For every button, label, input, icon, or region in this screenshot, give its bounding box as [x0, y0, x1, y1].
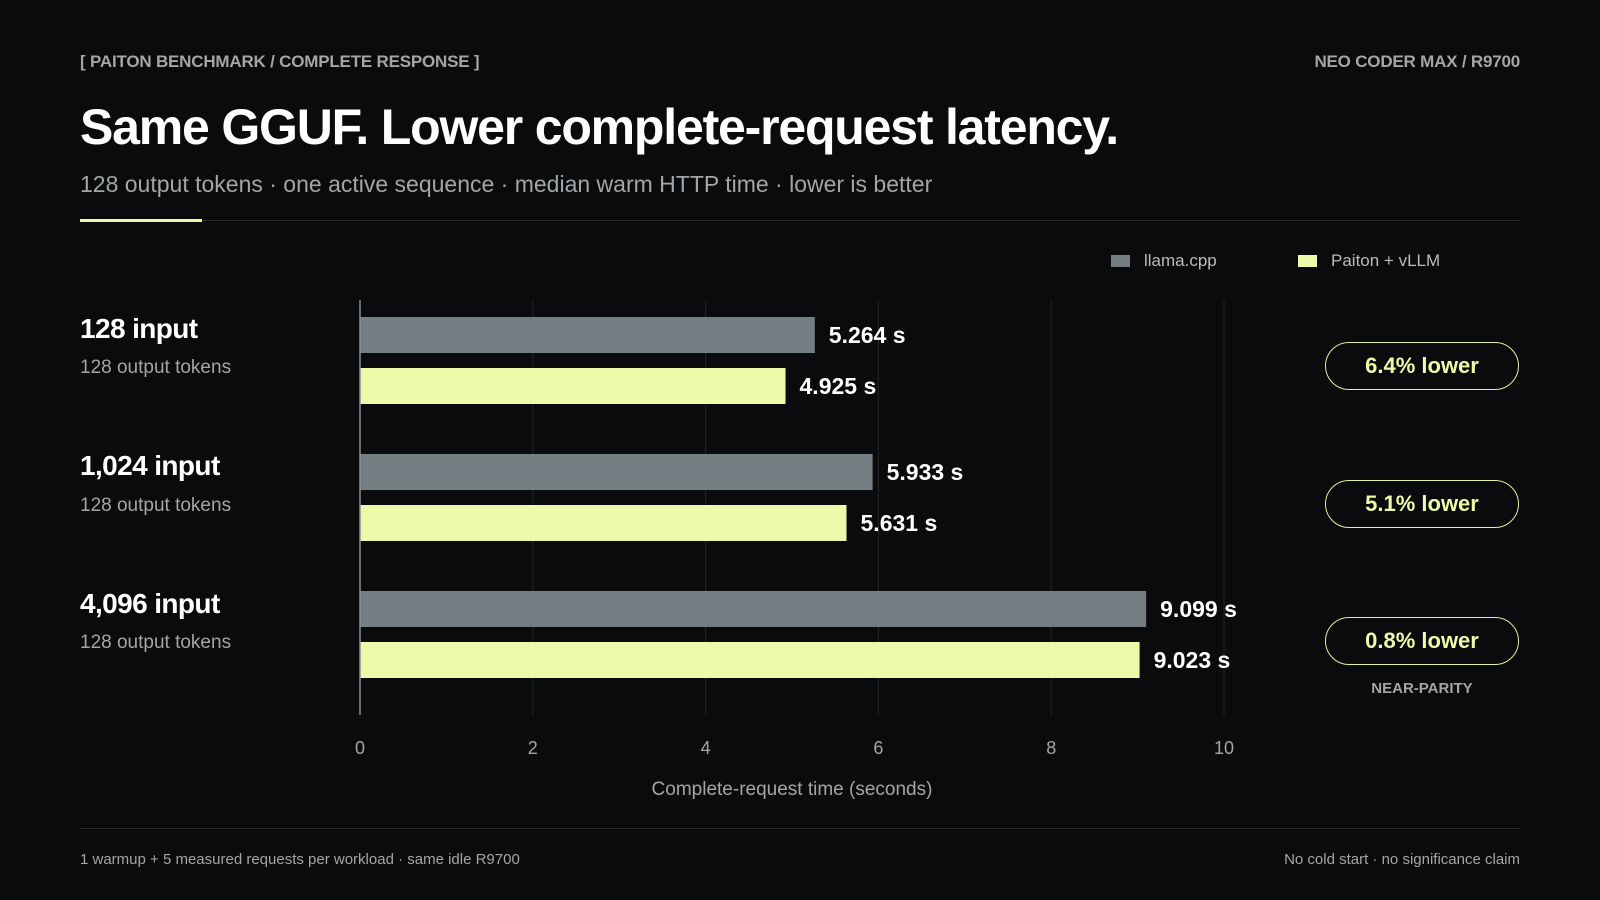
bar-llama-cpp-1: [360, 454, 873, 490]
bar-paiton-vllm-1: [360, 505, 847, 541]
bar-paiton-vllm-0: [360, 368, 786, 404]
footer-note-right: No cold start · no significance claim: [1284, 851, 1520, 868]
group-title-128-input: 128 input: [80, 313, 198, 344]
x-axis-label: Complete-request time (seconds): [652, 779, 933, 800]
near-parity-note: NEAR-PARITY: [1371, 680, 1473, 697]
kicker-left: [ PAITON BENCHMARK / COMPLETE RESPONSE ]: [80, 52, 480, 71]
group-title-4096-input: 4,096 input: [80, 588, 220, 619]
footer-divider: [80, 828, 1520, 829]
footer-note-left: 1 warmup + 5 measured requests per workl…: [80, 851, 520, 868]
legend-label-paiton-vllm: Paiton + vLLM: [1331, 251, 1441, 270]
data-label-paiton-vllm-1: 5.631 s: [861, 510, 938, 536]
x-tick-label-8: 8: [1046, 738, 1056, 758]
legend-swatch-llama-cpp: [1111, 255, 1130, 267]
x-tick-label-0: 0: [355, 738, 365, 758]
data-label-paiton-vllm-0: 4.925 s: [800, 373, 877, 399]
bar-paiton-vllm-2: [360, 642, 1140, 678]
group-title-1024-input: 1,024 input: [80, 450, 220, 481]
legend-item-paiton-vllm: Paiton + vLLM: [1298, 251, 1440, 271]
improvement-badge-4096-input: 0.8% lower: [1325, 617, 1519, 665]
data-label-paiton-vllm-2: 9.023 s: [1154, 647, 1231, 673]
group-subtitle-1024-input: 128 output tokens: [80, 495, 232, 516]
improvement-badge-1024-input: 5.1% lower: [1325, 480, 1519, 528]
header-accent-bar: [80, 219, 202, 222]
x-tick-label-4: 4: [701, 738, 711, 758]
header-divider: [80, 220, 1520, 221]
legend-swatch-paiton-vllm: [1298, 255, 1317, 267]
data-label-llama-cpp-2: 9.099 s: [1160, 596, 1237, 622]
group-subtitle-128-input: 128 output tokens: [80, 357, 232, 378]
page-subtitle: 128 output tokens · one active sequence …: [80, 171, 933, 197]
x-tick-label-6: 6: [873, 738, 883, 758]
page-title: Same GGUF. Lower complete-request latenc…: [80, 99, 1119, 155]
bar-llama-cpp-2: [360, 591, 1147, 627]
improvement-badge-128-input: 6.4% lower: [1325, 342, 1519, 390]
legend-label-llama-cpp: llama.cpp: [1144, 251, 1217, 270]
x-tick-label-2: 2: [528, 738, 538, 758]
kicker-right: NEO CODER MAX / R9700: [1314, 52, 1520, 71]
data-label-llama-cpp-1: 5.933 s: [887, 459, 964, 485]
group-subtitle-4096-input: 128 output tokens: [80, 632, 232, 653]
x-tick-label-10: 10: [1214, 738, 1234, 758]
legend-item-llama-cpp: llama.cpp: [1111, 251, 1217, 271]
data-label-llama-cpp-0: 5.264 s: [829, 322, 906, 348]
bar-llama-cpp-0: [360, 317, 815, 353]
